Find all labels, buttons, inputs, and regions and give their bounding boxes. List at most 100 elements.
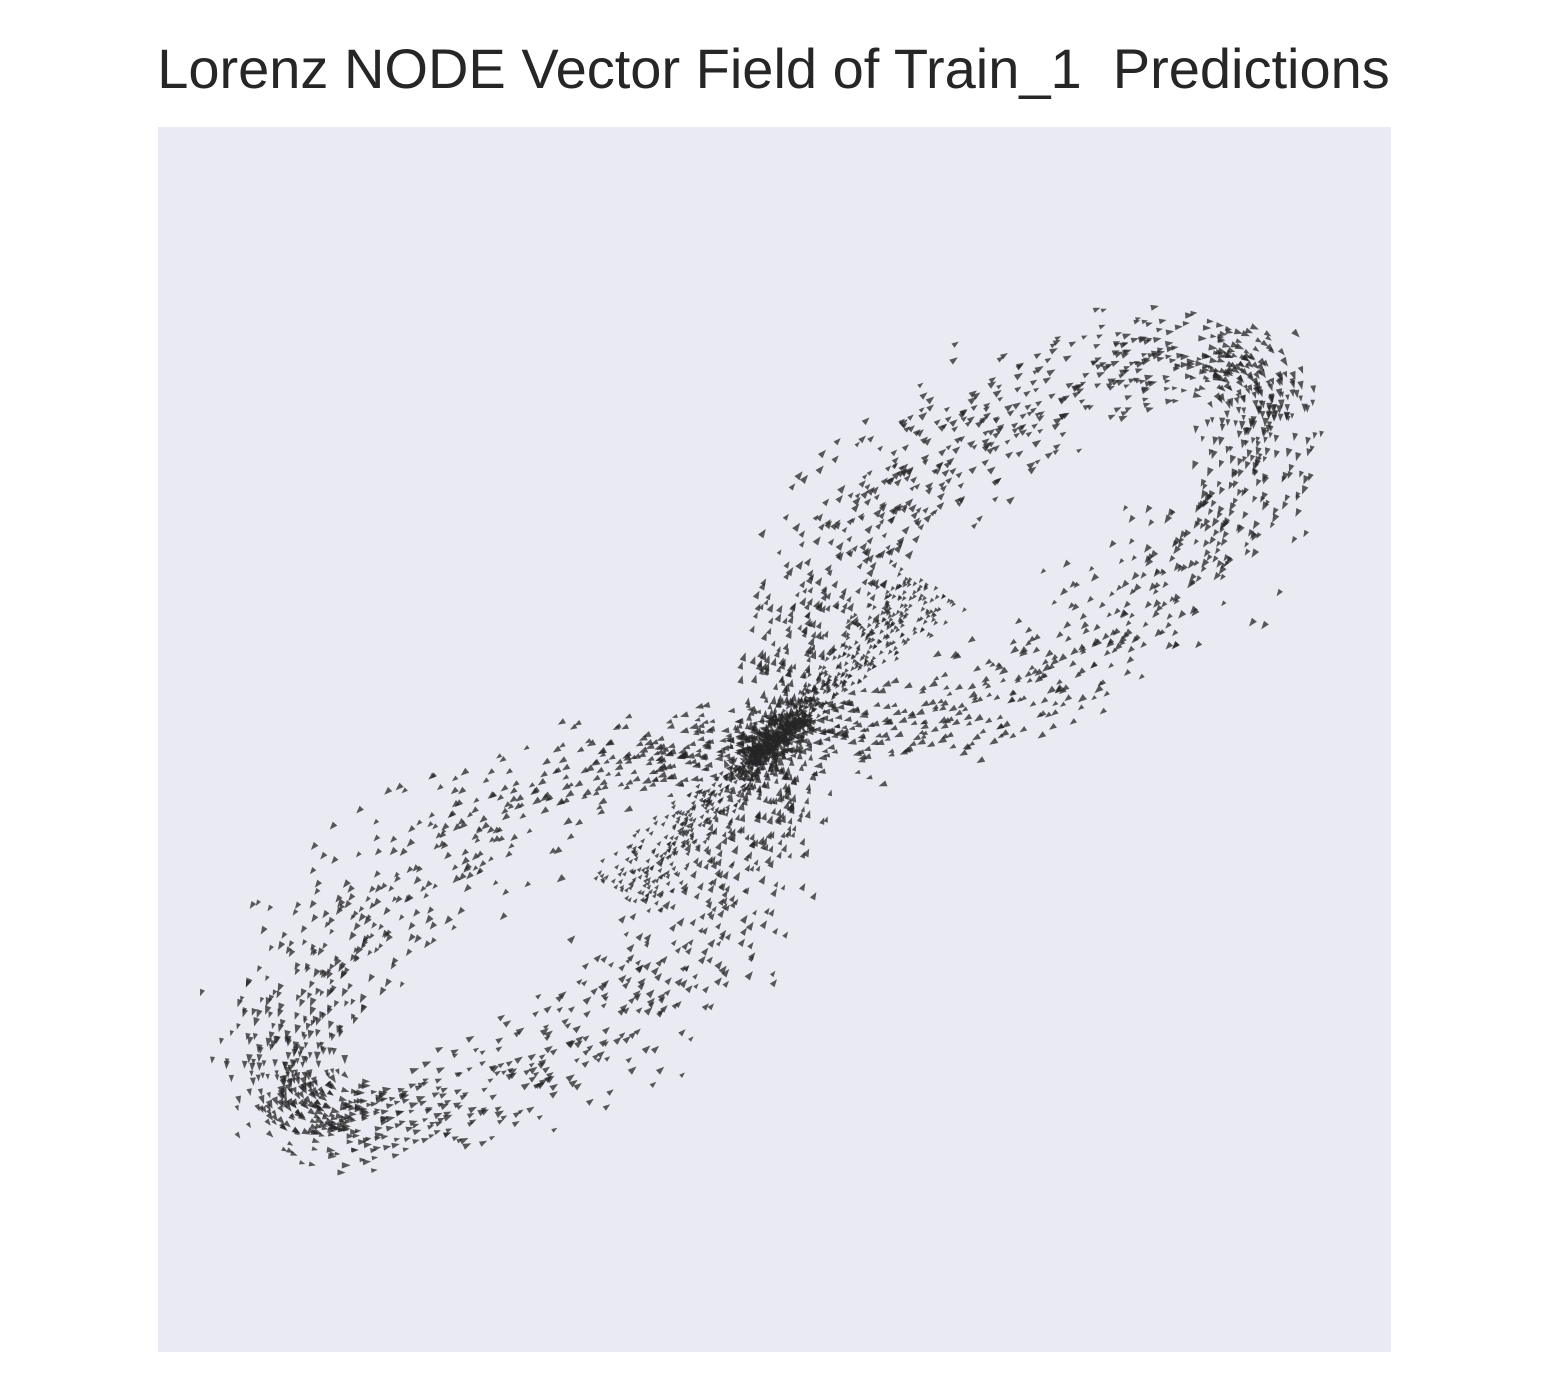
vector-arrow (833, 438, 841, 446)
vector-arrow (1261, 620, 1269, 630)
vector-arrow (1238, 468, 1244, 478)
vector-arrow (885, 544, 891, 551)
vector-arrow (1293, 389, 1300, 399)
vector-arrow (826, 744, 835, 750)
vector-arrow (988, 377, 997, 384)
vector-arrow (1237, 524, 1245, 534)
vector-arrow (622, 871, 627, 877)
vector-arrow (763, 770, 769, 778)
vector-arrow (1245, 460, 1251, 470)
vector-arrow (1241, 407, 1247, 414)
vector-arrow (824, 519, 831, 527)
vector-arrow (546, 1072, 554, 1079)
vector-arrow (854, 722, 863, 728)
vector-arrow (766, 731, 772, 737)
vector-arrow (837, 484, 846, 494)
vector-arrow (1013, 372, 1024, 381)
vector-arrow (635, 828, 641, 834)
vector-arrow (1266, 405, 1272, 413)
vector-arrow (718, 770, 724, 776)
vector-arrow (923, 437, 932, 446)
vector-arrow (815, 690, 820, 696)
vector-arrow (1109, 540, 1117, 548)
vector-arrow (391, 1153, 400, 1159)
vector-arrow (1319, 430, 1324, 438)
vector-arrow (283, 1102, 292, 1112)
vector-arrow (630, 754, 637, 760)
vector-arrow (813, 762, 823, 769)
vector-arrow (492, 826, 501, 834)
vector-arrow (713, 776, 719, 782)
vector-arrow (335, 894, 343, 903)
vector-arrow (633, 856, 639, 862)
vector-arrow (898, 465, 905, 471)
vector-arrow (457, 906, 466, 915)
vector-arrow (893, 625, 898, 631)
vector-arrow (652, 893, 657, 899)
vector-arrow (1165, 641, 1174, 650)
vector-arrow (385, 933, 393, 942)
vector-arrow (1098, 601, 1106, 609)
vector-arrow (692, 857, 699, 865)
vector-arrow (858, 480, 866, 488)
vector-arrow (1267, 347, 1275, 354)
vector-arrow (933, 419, 941, 426)
vector-arrow (1094, 383, 1102, 389)
vector-arrow (687, 812, 693, 818)
vector-arrow (501, 812, 511, 821)
vector-arrow (1263, 436, 1268, 444)
vector-arrow (1277, 347, 1285, 356)
vector-arrow (1242, 511, 1249, 520)
vector-arrow (489, 1094, 498, 1101)
vector-arrow (700, 802, 706, 808)
vector-arrow (1263, 330, 1272, 337)
vector-arrow (328, 1032, 334, 1039)
vector-arrow (1068, 341, 1077, 348)
vector-arrow (242, 1008, 248, 1018)
vector-arrow (1087, 595, 1094, 603)
vector-arrow (841, 671, 846, 677)
vector-arrow (1310, 385, 1316, 394)
vector-arrow (340, 961, 347, 970)
vector-arrow (645, 989, 655, 999)
vector-arrow (627, 1066, 637, 1075)
vector-arrow (286, 1037, 292, 1044)
vector-arrow (802, 587, 807, 594)
vector-arrow (804, 810, 811, 819)
vector-arrow (670, 800, 676, 806)
vector-arrow (353, 947, 359, 954)
vector-arrow (454, 1071, 462, 1078)
vector-arrow (648, 830, 654, 836)
vector-arrow (326, 1146, 336, 1153)
vector-arrow (661, 746, 669, 752)
vector-arrow (1044, 452, 1053, 459)
vector-arrow (898, 419, 908, 428)
vector-arrow (448, 810, 457, 818)
vector-arrow (758, 751, 764, 757)
vector-arrow (906, 582, 912, 588)
vector-arrow (1051, 654, 1058, 661)
vector-arrow (922, 595, 927, 602)
vector-arrow (855, 587, 862, 595)
vector-arrow (335, 1112, 345, 1119)
vector-arrow (680, 839, 686, 845)
vector-arrow (856, 562, 863, 570)
vector-arrow (820, 587, 828, 596)
vector-arrow (512, 1111, 521, 1118)
vector-arrow (810, 631, 816, 639)
vector-arrow (1052, 700, 1059, 707)
vector-arrow (1206, 318, 1214, 324)
vector-arrow (1034, 675, 1044, 683)
vector-arrow (683, 819, 689, 826)
vector-arrow (245, 1121, 251, 1129)
vector-arrow (1292, 432, 1299, 441)
vector-arrow (476, 867, 484, 875)
vector-arrow (832, 708, 839, 713)
vector-arrow (247, 1036, 254, 1046)
vector-arrow (662, 850, 668, 856)
vector-arrow (314, 1107, 324, 1115)
vector-arrow (334, 1068, 340, 1075)
vector-arrow (1088, 565, 1095, 572)
vector-arrow (827, 538, 835, 546)
vector-arrow (574, 780, 584, 788)
